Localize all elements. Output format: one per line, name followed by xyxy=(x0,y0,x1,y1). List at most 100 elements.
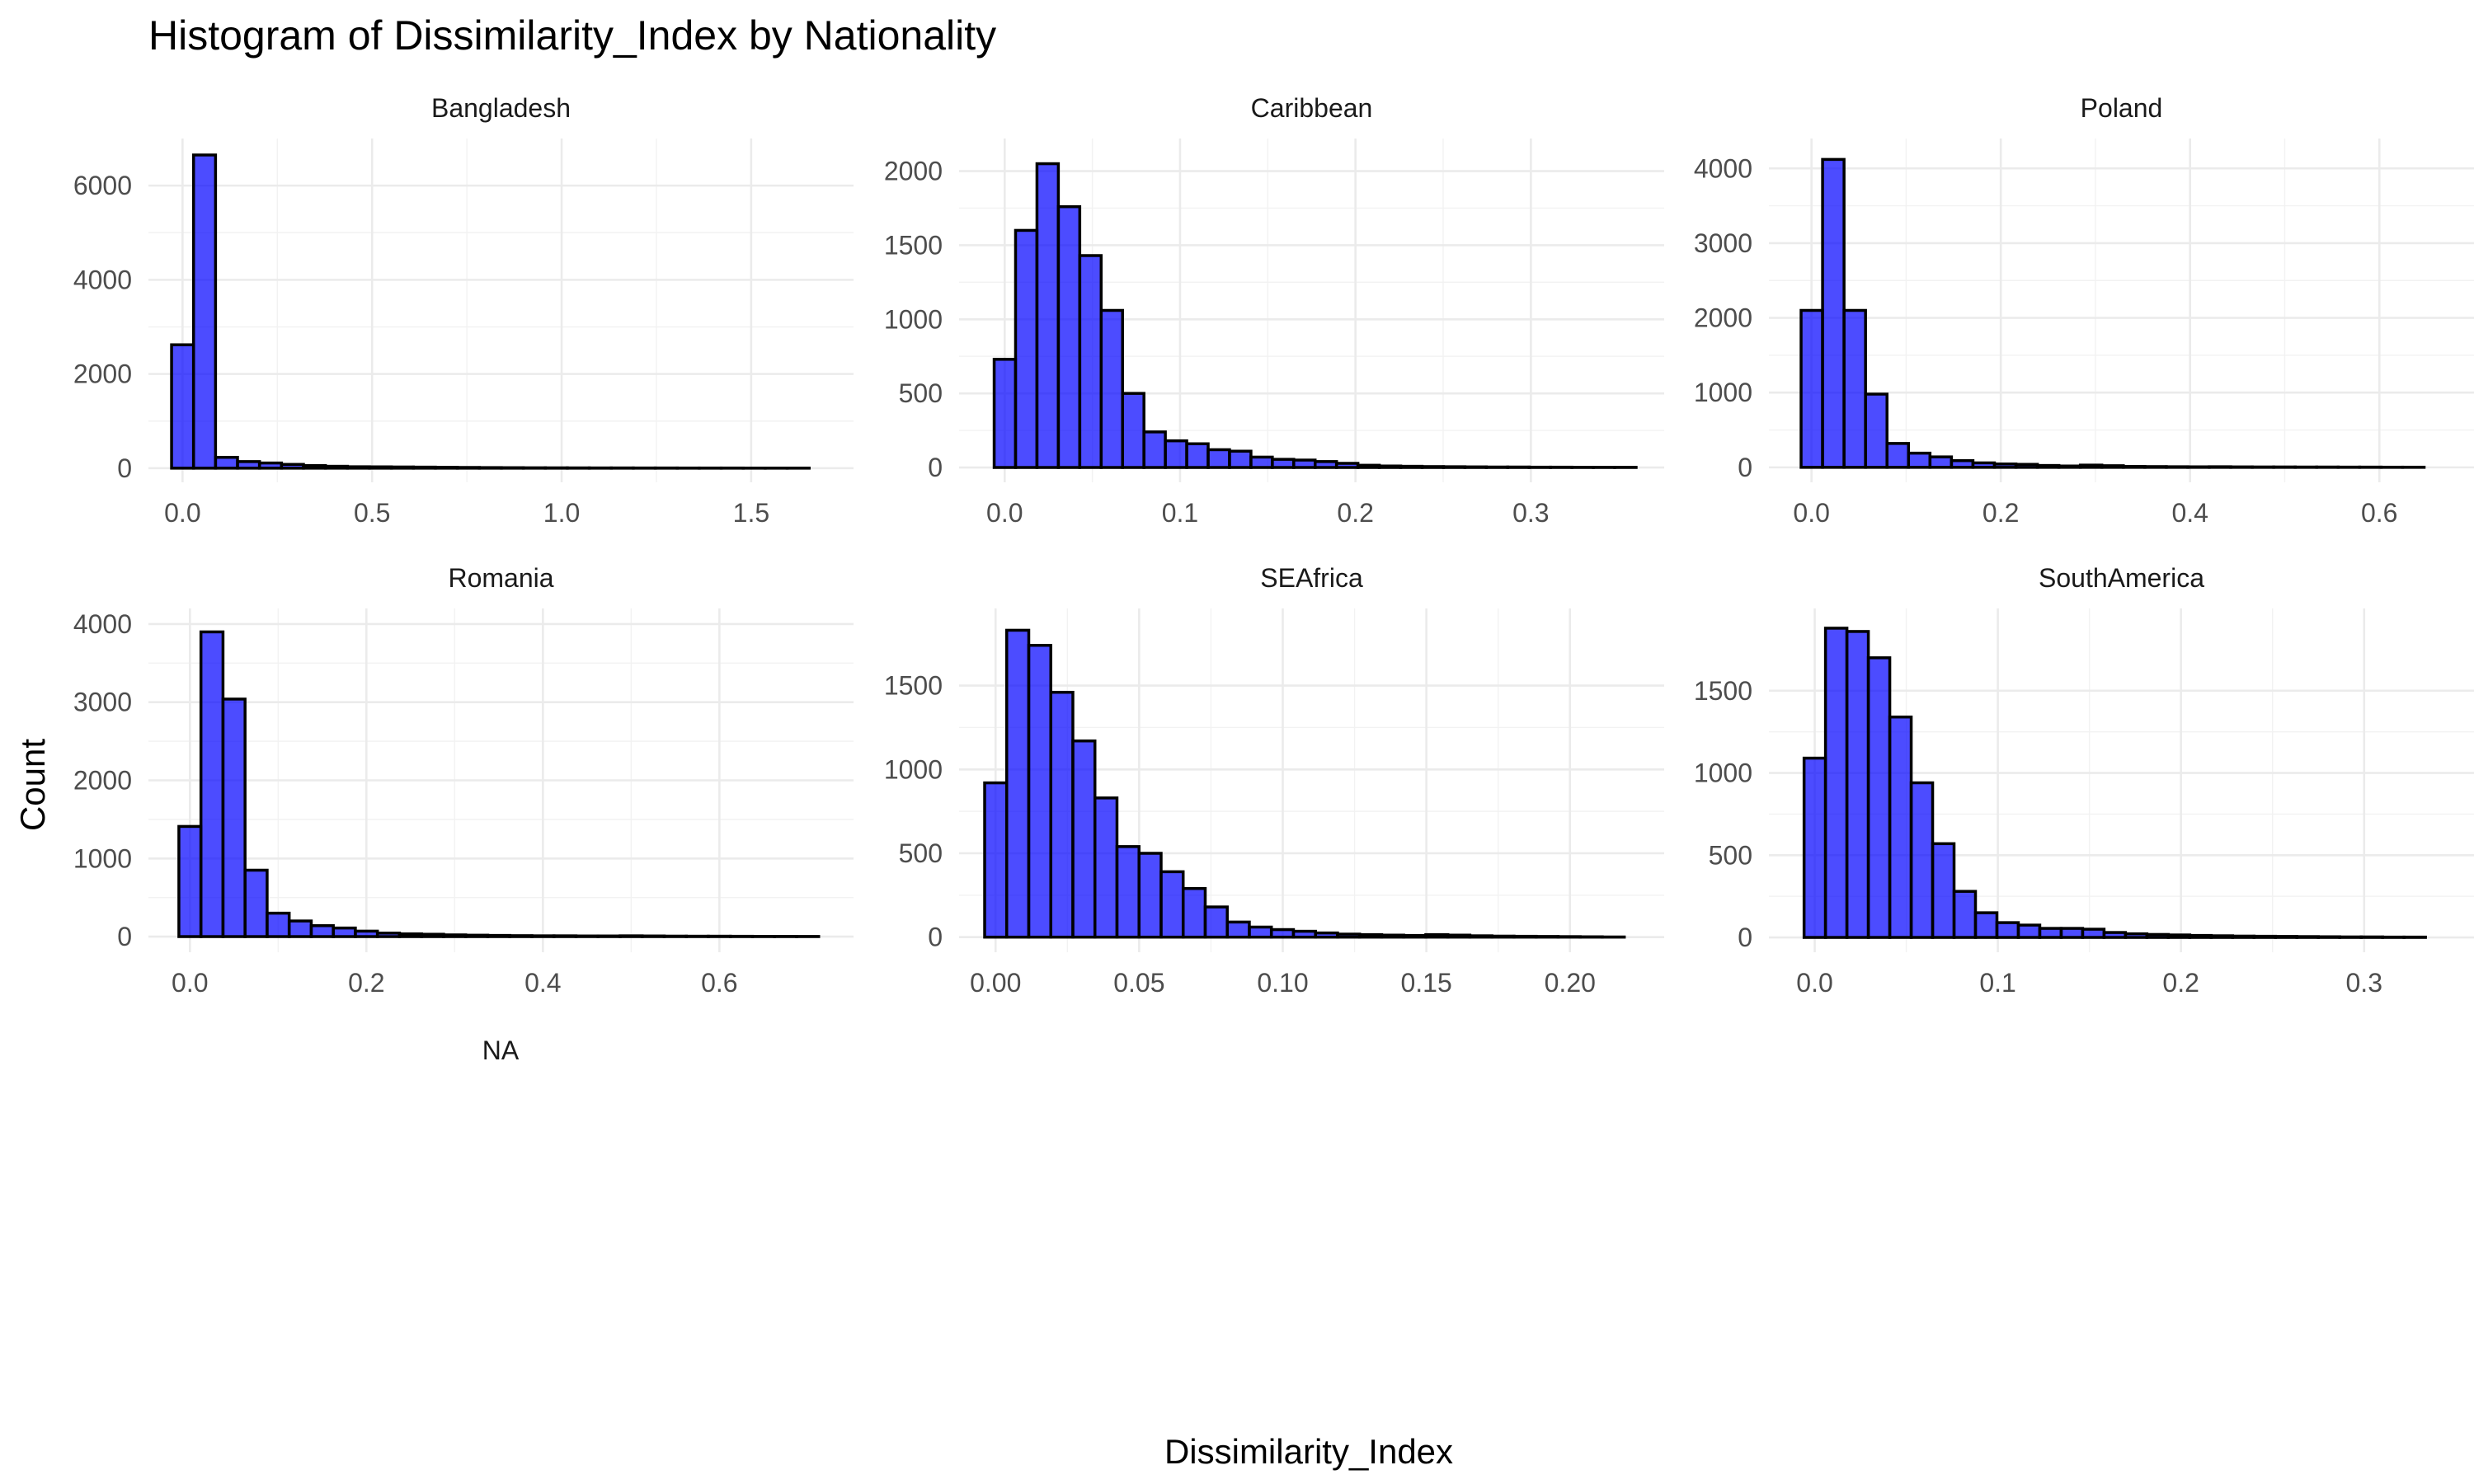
y-tick-label: 1000 xyxy=(73,843,132,873)
histogram-bar xyxy=(1225,920,1251,939)
histogram-bar xyxy=(1248,925,1273,939)
histogram-bar xyxy=(199,630,225,938)
histogram-bar xyxy=(442,933,468,938)
histogram-bar xyxy=(1866,656,1892,939)
histogram-bar xyxy=(1357,932,1384,939)
histogram-bar xyxy=(2078,463,2104,469)
x-tick-label: 0.1 xyxy=(1162,498,1198,528)
facet-panel-3: 0.0 0.2 0.4 0.6 0 1000 2000 3000 4000 Romania xyxy=(73,563,854,998)
histogram-bar xyxy=(420,932,445,938)
x-tick-label: 0.10 xyxy=(1257,968,1308,998)
histogram-bar xyxy=(574,934,600,938)
histogram-bar xyxy=(1093,796,1119,939)
histogram-bar xyxy=(1185,442,1210,469)
histogram-bar xyxy=(1203,905,1229,939)
histogram-bar xyxy=(1078,254,1103,469)
histogram-bar xyxy=(236,460,261,470)
histogram-bar xyxy=(1952,890,1978,939)
histogram-bar xyxy=(243,868,269,938)
x-tick-label: 0.4 xyxy=(524,968,561,998)
y-tick-label: 500 xyxy=(1709,840,1752,870)
histogram-bar xyxy=(530,934,556,938)
histogram-bar xyxy=(1334,462,1360,469)
histogram-bar xyxy=(1973,911,1999,939)
facet-strip-title: Caribbean xyxy=(1251,93,1373,123)
x-tick-label: 1.0 xyxy=(543,498,580,528)
histogram-bar xyxy=(1228,449,1253,469)
x-tick-label: 0.6 xyxy=(2361,498,2397,528)
histogram-bar xyxy=(1314,931,1339,939)
histogram-bar xyxy=(596,934,622,938)
histogram-bar xyxy=(1049,690,1075,939)
histogram-bar xyxy=(2035,463,2061,469)
histogram-bar xyxy=(1931,842,1956,939)
histogram-bar xyxy=(1071,739,1097,939)
histogram-bar xyxy=(1159,870,1185,939)
x-tick-label: 0.2 xyxy=(2162,968,2199,998)
y-tick-label: 3000 xyxy=(73,688,132,717)
y-tick-label: 1000 xyxy=(884,304,943,334)
histogram-bar xyxy=(1181,886,1207,939)
histogram-bar xyxy=(1014,228,1039,469)
histogram-bar xyxy=(412,465,437,470)
facet-panel-2: 0.0 0.2 0.4 0.6 0 1000 2000 3000 4000 Poland xyxy=(1694,93,2474,528)
histogram-bar xyxy=(1799,308,1824,469)
histogram-bar xyxy=(2231,934,2256,939)
y-tick-label: 0 xyxy=(1738,923,1752,952)
y-tick-label: 500 xyxy=(899,378,943,408)
histogram-bar xyxy=(2100,464,2125,469)
histogram-bar xyxy=(2016,923,2042,939)
x-tick-label: 0.0 xyxy=(172,968,208,998)
facet-strip-title: Poland xyxy=(2081,93,2163,123)
y-tick-label: 6000 xyxy=(73,171,132,200)
facet-panel-0: 0.0 0.5 1.0 1.5 0 2000 4000 6000 Bangladesh xyxy=(73,93,854,528)
histogram-bar xyxy=(1402,933,1427,939)
x-tick-label: 0.3 xyxy=(1512,498,1549,528)
x-tick-label: 0.05 xyxy=(1113,968,1164,998)
x-tick-label: 0.0 xyxy=(986,498,1023,528)
histogram-bar xyxy=(1950,458,1975,469)
histogram-bar xyxy=(170,343,195,470)
y-tick-label: 0 xyxy=(117,453,132,483)
facet-strip-title: SEAfrica xyxy=(1260,563,1363,593)
x-tick-label: 0.3 xyxy=(2346,968,2382,998)
histogram-bar xyxy=(2038,927,2063,939)
y-tick-label: 0 xyxy=(117,922,132,951)
histogram-bar xyxy=(1121,392,1145,469)
histogram-bar xyxy=(1446,933,1472,939)
histogram-bar xyxy=(2014,463,2039,469)
histogram-bar xyxy=(1971,461,1997,469)
y-tick-label: 1000 xyxy=(1694,758,1752,788)
histogram-bar xyxy=(1909,781,1935,939)
y-tick-label: 0 xyxy=(928,453,943,482)
histogram-bar xyxy=(191,153,218,470)
y-tick-label: 2000 xyxy=(73,766,132,796)
histogram-bar xyxy=(323,464,350,470)
histogram-bar xyxy=(477,466,503,470)
histogram-bar xyxy=(1888,715,1913,939)
histogram-bar xyxy=(992,358,1018,469)
y-tick-label: 4000 xyxy=(73,609,132,639)
histogram-bar xyxy=(2209,934,2235,939)
histogram-bar xyxy=(463,933,490,938)
histogram-bar xyxy=(1842,308,1867,469)
x-tick-label: 0.0 xyxy=(1796,968,1832,998)
histogram-bar xyxy=(214,455,239,470)
histogram-bar xyxy=(2166,933,2192,939)
x-tick-label: 0.0 xyxy=(1793,498,1829,528)
histogram-bar xyxy=(280,463,305,470)
x-tick-label: 0.6 xyxy=(701,968,737,998)
histogram-bar xyxy=(1271,458,1296,469)
histogram-bar xyxy=(1035,162,1061,469)
y-axis-title: Count xyxy=(13,739,52,831)
histogram-bar xyxy=(1992,463,2018,469)
histogram-bar xyxy=(1206,448,1231,469)
histogram-bar xyxy=(346,465,371,470)
histogram-bar xyxy=(500,466,525,470)
y-tick-label: 1500 xyxy=(884,671,943,701)
histogram-bar xyxy=(1292,458,1317,469)
histogram-bar xyxy=(1142,430,1167,469)
histogram-bar xyxy=(618,934,644,938)
x-tick-label: 0.2 xyxy=(1337,498,1373,528)
